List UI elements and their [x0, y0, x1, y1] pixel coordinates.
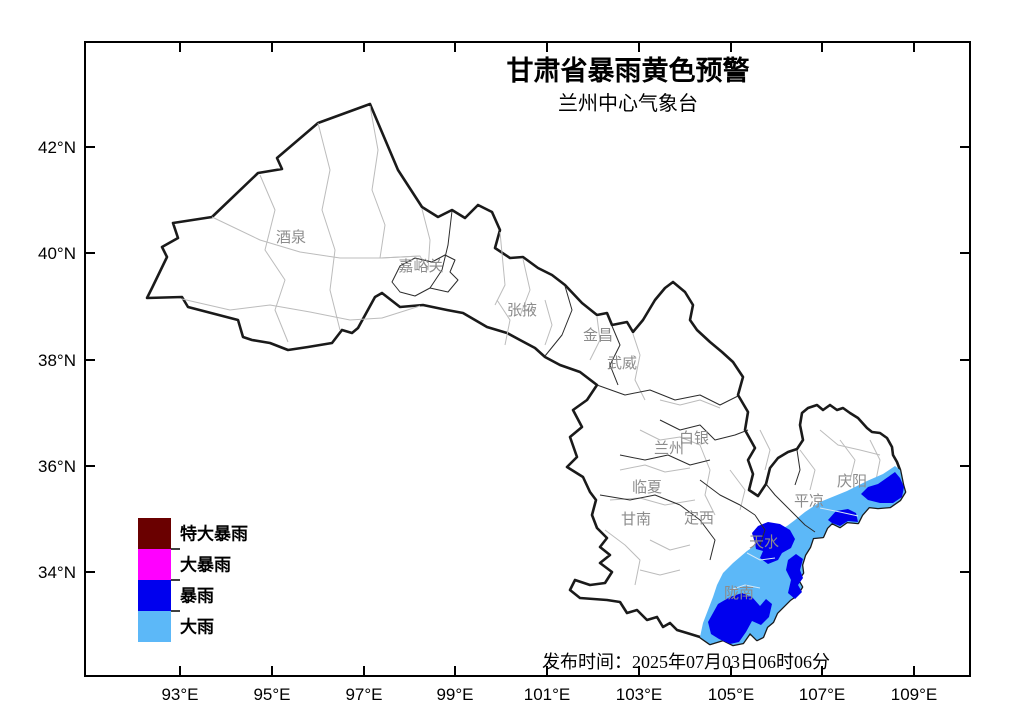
- y-axis-label: 42°N: [38, 138, 76, 157]
- city-label-天水: 天水: [749, 534, 779, 551]
- issue-time: 发布时间：2025年07月03日06时06分: [542, 652, 830, 672]
- map-title: 甘肃省暴雨黄色预警: [507, 55, 750, 86]
- y-axis-label: 34°N: [38, 563, 76, 582]
- city-label-平凉: 平凉: [794, 493, 824, 510]
- legend-swatch-4: [138, 611, 171, 642]
- legend-label-3: 暴雨: [179, 587, 214, 606]
- legend-label-1: 特大暴雨: [180, 524, 248, 544]
- x-axis-label: 95°E: [253, 685, 290, 704]
- county-boundaries: [181, 105, 881, 586]
- city-label-张掖: 张掖: [507, 302, 537, 319]
- legend-swatch-3: [138, 580, 171, 611]
- x-axis-label: 109°E: [891, 685, 938, 704]
- legend-swatch-1: [138, 518, 171, 549]
- map-subtitle: 兰州中心气象台: [558, 92, 698, 115]
- band-county-lines: [729, 507, 859, 591]
- y-axis-label: 40°N: [38, 244, 76, 263]
- city-label-酒泉: 酒泉: [276, 229, 306, 246]
- map-border: [84, 41, 971, 677]
- city-label-甘南: 甘南: [621, 511, 651, 528]
- city-label-定西: 定西: [684, 510, 714, 527]
- rainstorm-patches: [708, 472, 904, 644]
- prefecture-boundaries: [391, 210, 816, 561]
- y-axis-label: 38°N: [38, 351, 76, 370]
- city-label-临夏: 临夏: [632, 479, 662, 496]
- city-label-嘉峪关: 嘉峪关: [398, 258, 443, 275]
- y-axis-label: 36°N: [38, 457, 76, 476]
- x-axis-label: 103°E: [616, 685, 663, 704]
- legend-label-2: 大暴雨: [180, 555, 231, 575]
- city-label-陇南: 陇南: [724, 585, 754, 602]
- x-axis-label: 99°E: [436, 685, 473, 704]
- x-axis-label: 97°E: [345, 685, 382, 704]
- plot-frame: 93°E 95°E 97°E 99°E 101°E 103°E 105°E 107°E 109°…: [38, 41, 971, 704]
- x-axis-label: 101°E: [524, 685, 571, 704]
- city-label-武威: 武威: [607, 355, 637, 372]
- city-label-金昌: 金昌: [583, 327, 613, 344]
- legend-swatch-2: [138, 549, 171, 580]
- legend-label-4: 大雨: [180, 617, 214, 637]
- x-axis-label: 105°E: [708, 685, 755, 704]
- city-label-庆阳: 庆阳: [837, 473, 867, 490]
- x-axis-label: 93°E: [161, 685, 198, 704]
- x-axis-label: 107°E: [799, 685, 846, 704]
- city-label-兰州: 兰州: [654, 440, 684, 457]
- city-label-白银: 白银: [679, 430, 709, 447]
